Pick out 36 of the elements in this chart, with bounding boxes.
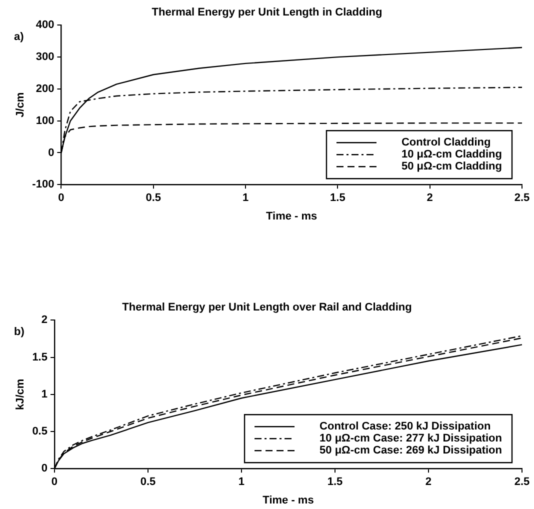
chart-title: Thermal Energy per Unit Length over Rail and Cladding <box>122 302 412 314</box>
x-tick-label: 0.5 <box>140 476 156 488</box>
text: b) <box>14 326 25 338</box>
x-tick-label: 2 <box>426 192 433 204</box>
x-axis-title: Time - ms <box>266 210 318 222</box>
chart-title: Thermal Energy per Unit Length in Cladding <box>152 6 382 19</box>
y-tick-label: 0.5 <box>32 426 48 438</box>
legend-label: Control Case: 250 kJ Dissipation <box>320 420 491 433</box>
y-tick-label: 400 <box>36 19 54 32</box>
y-tick-label: -100 <box>32 178 54 191</box>
x-tick-label: 2 <box>425 476 432 488</box>
legend-label: 10 μΩ-cm Case: 277 kJ Dissipation <box>320 432 502 445</box>
y-tick-label: 1.5 <box>32 351 48 364</box>
x-tick-label: 1 <box>242 192 249 204</box>
y-tick-label: 100 <box>36 114 54 127</box>
y-tick-label: 1 <box>41 388 48 400</box>
x-tick-label: 1 <box>238 476 245 488</box>
x-tick-label: 2.5 <box>514 476 530 488</box>
legend-label: 50 μΩ-cm Case: 269 kJ Dissipation <box>320 444 502 457</box>
text: a) <box>14 31 24 44</box>
y-tick-label: 200 <box>36 82 54 95</box>
x-tick-label: 0 <box>58 192 64 204</box>
y-axis-title: J/cm <box>14 92 27 118</box>
legend-label: Control Cladding <box>401 136 491 149</box>
x-tick-label: 0.5 <box>146 192 162 204</box>
legend-label: 50 μΩ-cm Cladding <box>401 160 502 173</box>
y-tick-label: 0 <box>41 462 48 475</box>
y-tick-label: 2 <box>41 314 48 326</box>
x-tick-label: 2.5 <box>514 192 530 204</box>
legend-label: 10 μΩ-cm Cladding <box>401 148 502 161</box>
y-tick-label: 0 <box>48 146 54 159</box>
y-tick-label: 300 <box>36 51 54 64</box>
x-tick-label: 1.5 <box>327 476 343 488</box>
x-tick-label: 1.5 <box>330 192 346 204</box>
x-axis-title: Time - ms <box>262 494 314 506</box>
y-axis-title: kJ/cm <box>14 378 27 410</box>
